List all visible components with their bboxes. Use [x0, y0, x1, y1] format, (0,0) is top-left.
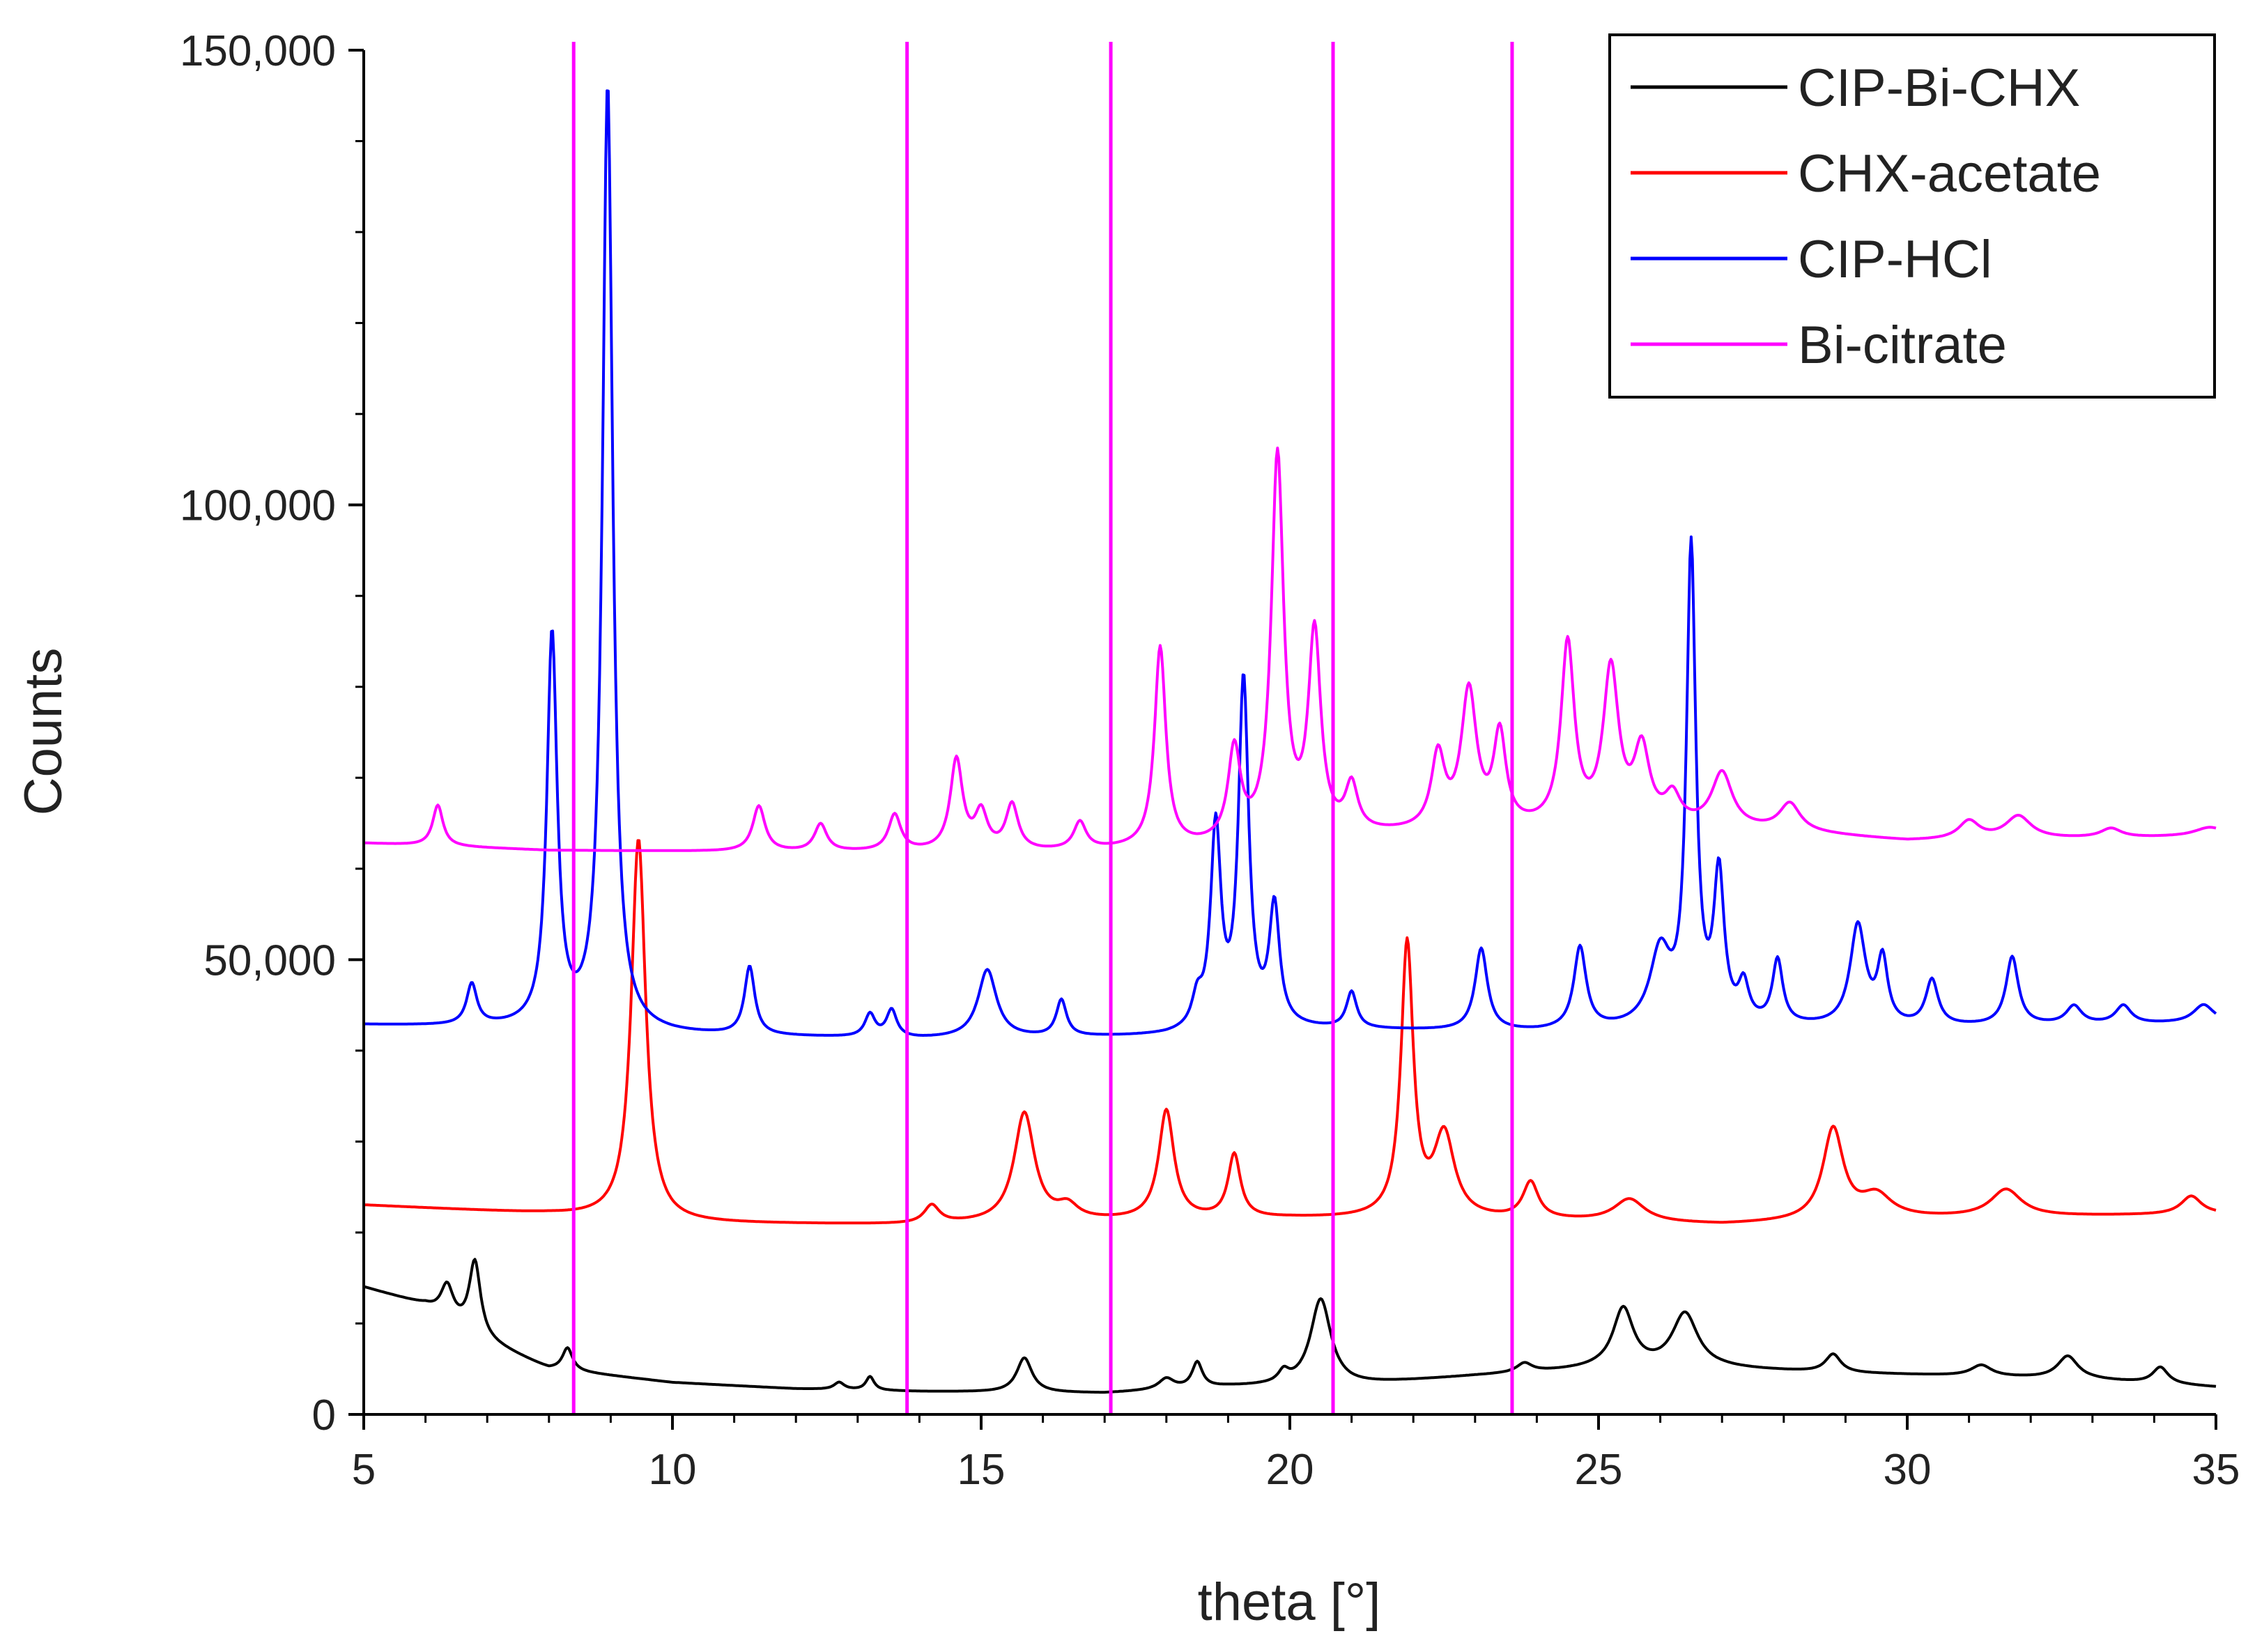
series-line-1 — [363, 1258, 2217, 1394]
y-tick-label: 150,000 — [180, 27, 336, 75]
y-axis-ticks: 0 50,000 100,000 150,000 — [180, 27, 364, 1439]
series-line-4 — [363, 447, 2217, 852]
reference-lines — [571, 42, 1514, 1414]
series-line-2 — [363, 839, 2217, 1225]
x-tick-label: 35 — [2192, 1446, 2240, 1494]
series-line-3 — [363, 89, 2217, 1037]
x-tick-label: 10 — [649, 1446, 697, 1494]
x-axis-ticks: 5 10 15 20 25 30 35 — [352, 1414, 2240, 1494]
legend-label-3: CIP-HCl — [1798, 230, 1992, 289]
legend-label-4: Bi-citrate — [1798, 316, 2007, 375]
y-tick-label: 50,000 — [203, 936, 336, 985]
x-tick-label: 20 — [1266, 1446, 1314, 1494]
plot-area — [363, 89, 2217, 1394]
legend-box — [1608, 33, 2216, 399]
x-tick-label: 5 — [352, 1446, 376, 1494]
x-tick-label: 25 — [1575, 1446, 1623, 1494]
legend-label-2: CHX-acetate — [1798, 144, 2101, 203]
y-tick-label: 0 — [312, 1391, 336, 1439]
legend: CIP-Bi-CHX CHX-acetate CIP-HCl Bi-citrate — [1608, 33, 2216, 399]
legend-label-1: CIP-Bi-CHX — [1798, 59, 2080, 118]
x-tick-label: 30 — [1884, 1446, 1932, 1494]
x-tick-label: 15 — [957, 1446, 1006, 1494]
x-axis-title: theta [°] — [1198, 1573, 1381, 1632]
y-tick-label: 100,000 — [180, 482, 336, 530]
y-axis-title: Counts — [14, 648, 73, 816]
